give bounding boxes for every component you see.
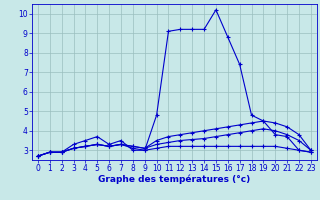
X-axis label: Graphe des températures (°c): Graphe des températures (°c)	[98, 175, 251, 184]
